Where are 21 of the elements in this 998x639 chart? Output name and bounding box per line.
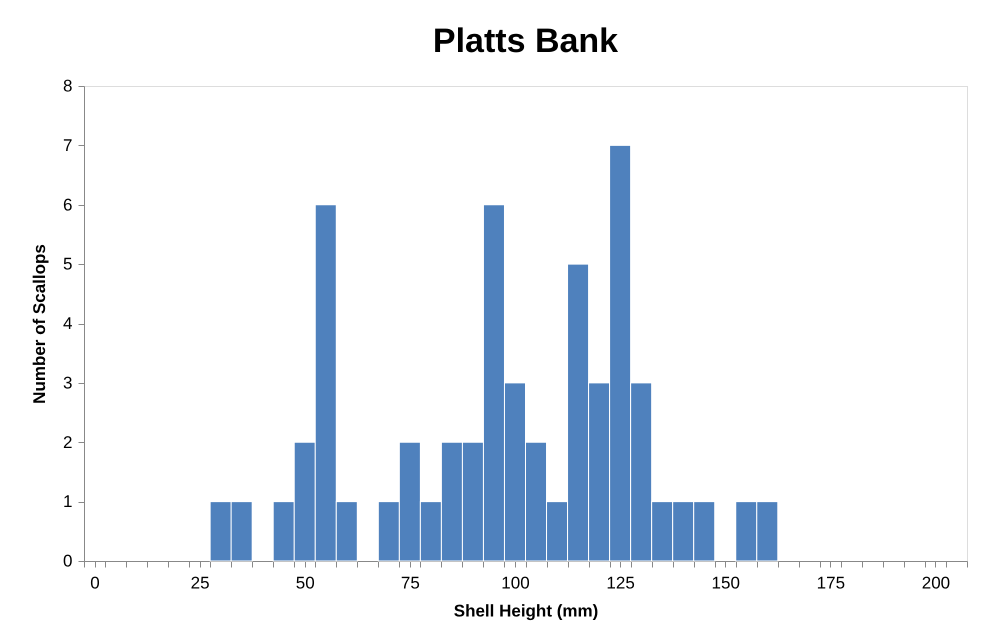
x-tick-label: 125 [606, 574, 635, 592]
y-tick-label: 4 [63, 314, 72, 333]
x-tick-label: 25 [190, 574, 210, 592]
y-tick-label: 3 [63, 373, 72, 392]
y-axis-title: Number of Scallops [30, 244, 50, 404]
x-tick-label: 50 [296, 574, 315, 592]
y-tick-label: 6 [63, 195, 72, 214]
x-tick-label: 175 [816, 574, 846, 592]
y-tick-label: 1 [63, 492, 72, 512]
x-tick-label: 75 [400, 574, 420, 592]
x-tick-label: 200 [922, 574, 950, 592]
y-tick-label: 5 [63, 254, 72, 274]
chart-title: Platts Bank [432, 22, 618, 60]
x-axis-title: Shell Height (mm) [454, 602, 598, 620]
x-tick-label: 150 [712, 574, 740, 592]
y-tick-label: 2 [63, 432, 72, 452]
x-tick-label: 100 [501, 574, 530, 592]
y-tick-label: 0 [63, 552, 72, 570]
y-tick-label: 7 [63, 136, 72, 155]
y-tick-label: 8 [63, 76, 72, 96]
x-tick-label: 0 [90, 574, 100, 592]
